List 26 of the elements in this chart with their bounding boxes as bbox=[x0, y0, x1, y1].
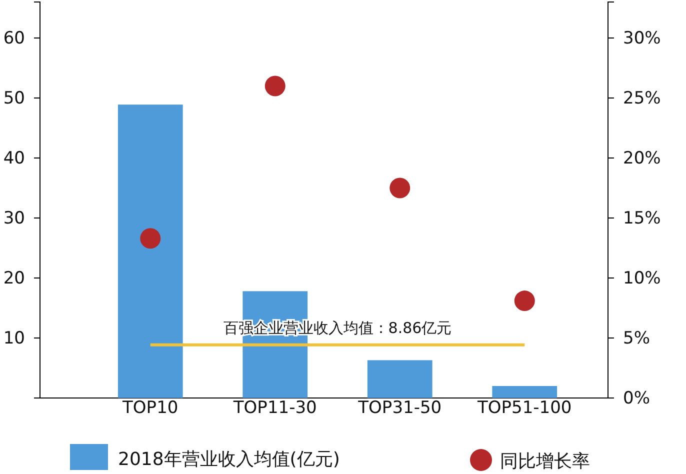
y2-tick-label: 30% bbox=[623, 28, 661, 48]
y2-tick-label: 15% bbox=[623, 208, 661, 228]
bar bbox=[367, 360, 432, 398]
point bbox=[390, 178, 410, 198]
y-tick-label: 40 bbox=[3, 148, 25, 168]
y-tick-label: 20 bbox=[3, 268, 25, 288]
y2-tick-label: 10% bbox=[623, 268, 661, 288]
y2-tick-label: 5% bbox=[623, 328, 650, 348]
y-tick-label: 30 bbox=[3, 208, 25, 228]
y-tick-label: 60 bbox=[3, 28, 25, 48]
x-tick-label: TOP11-30 bbox=[232, 398, 317, 418]
x-tick-label: TOP10 bbox=[122, 398, 178, 418]
point bbox=[140, 228, 161, 249]
y2-tick-label: 20% bbox=[623, 148, 661, 168]
bar bbox=[492, 386, 558, 398]
y2-tick-label: 0% bbox=[623, 388, 650, 408]
y2-tick-label: 25% bbox=[623, 88, 661, 108]
x-tick-label: TOP31-50 bbox=[357, 398, 442, 418]
legend-label: 同比增长率 bbox=[500, 451, 590, 472]
y-tick-label: 50 bbox=[3, 88, 25, 108]
point bbox=[264, 76, 286, 96]
bar bbox=[118, 104, 183, 398]
point bbox=[514, 290, 535, 312]
legend-label: 2018年营业收入均值(亿元) bbox=[118, 449, 340, 470]
y-tick-label: 10 bbox=[3, 328, 25, 348]
x-tick-label: TOP51-100 bbox=[476, 398, 572, 418]
